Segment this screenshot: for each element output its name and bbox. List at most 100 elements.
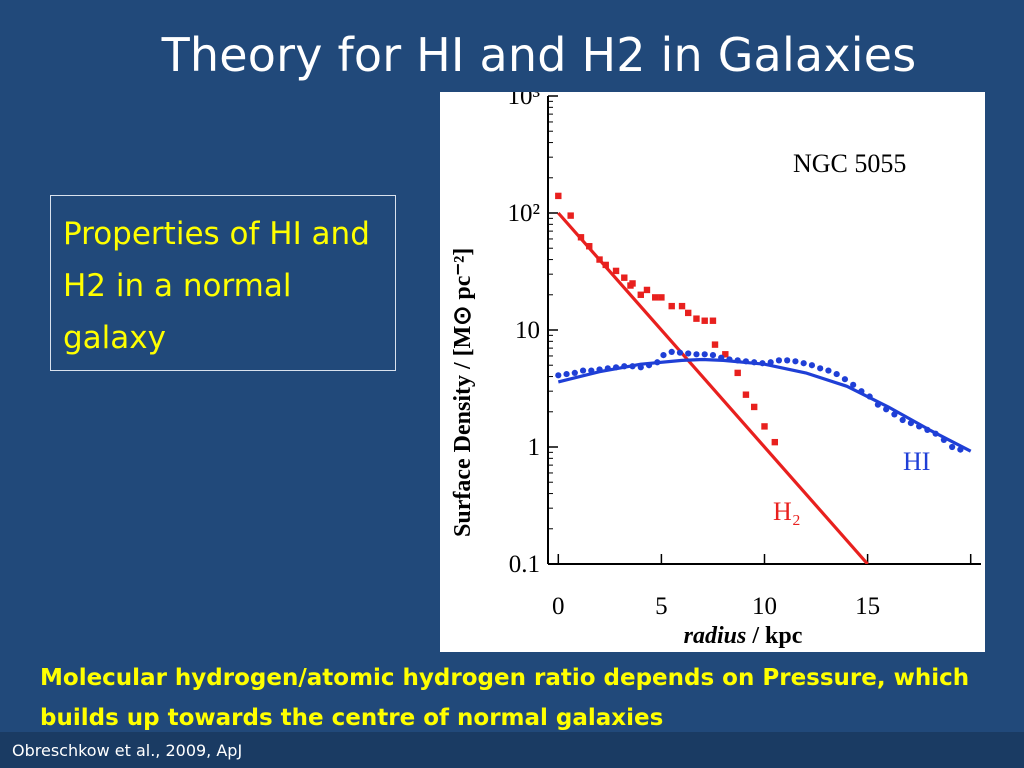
hi-data-point xyxy=(742,358,750,365)
h2-data-point xyxy=(722,351,729,358)
x-tick-label: 15 xyxy=(855,593,880,620)
hi-data-point xyxy=(571,369,578,376)
h2-data-point xyxy=(685,309,692,317)
h2-data-point xyxy=(555,192,562,200)
hi-data-point xyxy=(940,436,947,443)
h2-data-point xyxy=(701,317,708,324)
hi-data-point xyxy=(654,359,661,366)
hi-data-point xyxy=(555,372,562,379)
x-axis-label-italic: radius xyxy=(684,623,747,649)
x-axis-label-units: / kpc xyxy=(746,623,802,649)
h2-data-point xyxy=(750,403,758,411)
chart-panel: 10³ 10² 10 1 0.1 0 5 10 15 NGC 5055 HI H₂ Surfac… xyxy=(440,92,985,652)
hi-data-point xyxy=(858,388,865,395)
y-tick-label: 10² xyxy=(508,200,541,227)
hi-data-point xyxy=(588,367,595,374)
hi-data-point xyxy=(850,381,857,388)
h2-data-point xyxy=(637,291,644,298)
h2-data-point xyxy=(761,423,768,430)
x-tick-label: 5 xyxy=(655,593,668,620)
hi-data-point xyxy=(693,351,700,358)
x-axis-label: radius / kpc xyxy=(684,623,803,649)
hi-data-point xyxy=(645,362,653,369)
footer-bar xyxy=(0,732,1024,768)
hi-data-point xyxy=(612,364,620,371)
hi-data-point xyxy=(916,423,923,430)
surface-density-chart: 10³ 10² 10 1 0.1 0 5 10 15 NGC 5055 HI H₂ Surfac… xyxy=(450,92,981,649)
hi-data-point xyxy=(676,349,684,356)
hi-data-point xyxy=(701,351,708,358)
h2-data-point xyxy=(652,294,659,301)
hi-data-point xyxy=(668,348,675,355)
hi-data-point xyxy=(718,354,725,361)
hi-data-point xyxy=(767,359,774,366)
hi-data-point xyxy=(817,365,824,372)
h2-data-point xyxy=(586,243,593,250)
hi-data-point xyxy=(866,393,873,400)
h2-fit-line xyxy=(557,211,869,564)
h2-data-point xyxy=(596,256,603,263)
hi-data-point xyxy=(800,360,807,367)
y-tick-label: 10³ xyxy=(508,92,541,110)
hi-data-point xyxy=(957,446,964,453)
h2-data-point xyxy=(668,302,675,310)
y-axis-label: Surface Density / [M⊙ pc⁻²] xyxy=(450,248,476,537)
hi-data-point xyxy=(891,411,898,418)
h2-data-point xyxy=(711,341,719,348)
properties-text-box: Properties of HI and H2 in a normal gala… xyxy=(50,195,396,371)
hi-data-point xyxy=(596,366,603,373)
y-tick-label: 1 xyxy=(528,434,541,461)
hi-data-point xyxy=(726,356,733,363)
hi-data-point xyxy=(784,357,791,364)
hi-data-point xyxy=(874,401,882,408)
h2-series-label: H₂ xyxy=(773,497,801,526)
hi-data-point xyxy=(792,358,799,365)
h2-data-point xyxy=(612,267,620,275)
h2-data-point xyxy=(771,438,779,446)
h2-data-point xyxy=(734,369,741,377)
hi-data-point xyxy=(734,357,741,364)
hi-data-point xyxy=(924,426,931,434)
hi-data-point xyxy=(841,376,849,383)
hi-data-point xyxy=(579,367,587,374)
hi-data-point xyxy=(907,420,914,427)
galaxy-annotation: NGC 5055 xyxy=(793,149,906,178)
x-tick-label: 10 xyxy=(752,593,777,620)
hi-data-point xyxy=(949,443,956,451)
hi-data-point xyxy=(709,352,717,359)
hi-data-point xyxy=(899,416,906,424)
hi-data-point xyxy=(775,357,783,364)
h2-data-point xyxy=(629,280,636,287)
hi-data-point xyxy=(751,359,758,366)
hi-data-point xyxy=(808,362,816,369)
x-tick-label: 0 xyxy=(552,593,565,620)
y-tick-label: 0.1 xyxy=(509,551,540,578)
h2-data-point xyxy=(621,274,628,281)
hi-data-point xyxy=(621,363,628,370)
h2-data-point xyxy=(678,302,686,310)
hi-data-point xyxy=(629,363,636,370)
hi-fit-line xyxy=(557,357,972,453)
hi-data-point xyxy=(759,360,766,367)
h2-data-point xyxy=(567,212,574,219)
h2-data-point xyxy=(658,294,665,301)
hi-data-point xyxy=(825,367,832,374)
citation-text: Obreschkow et al., 2009, ApJ xyxy=(12,741,243,760)
h2-data-point xyxy=(709,317,717,324)
hi-data-point xyxy=(660,352,667,359)
h2-data-point xyxy=(693,315,700,322)
hi-data-point xyxy=(563,370,570,378)
caption-text: Molecular hydrogen/atomic hydrogen ratio… xyxy=(40,665,970,731)
y-tick-label: 10 xyxy=(515,317,540,344)
hi-data-point xyxy=(833,370,840,378)
h2-data-point xyxy=(602,261,609,269)
h2-data-point xyxy=(643,286,651,294)
hi-data-point xyxy=(685,350,692,357)
slide-title: Theory for HI and H2 in Galaxies xyxy=(161,28,917,82)
hi-data-point xyxy=(932,430,939,437)
hi-series-label: HI xyxy=(903,447,930,476)
h2-data-point xyxy=(742,391,750,398)
h2-data-point xyxy=(577,234,585,241)
hi-data-point xyxy=(883,406,890,413)
hi-data-point xyxy=(637,364,644,371)
